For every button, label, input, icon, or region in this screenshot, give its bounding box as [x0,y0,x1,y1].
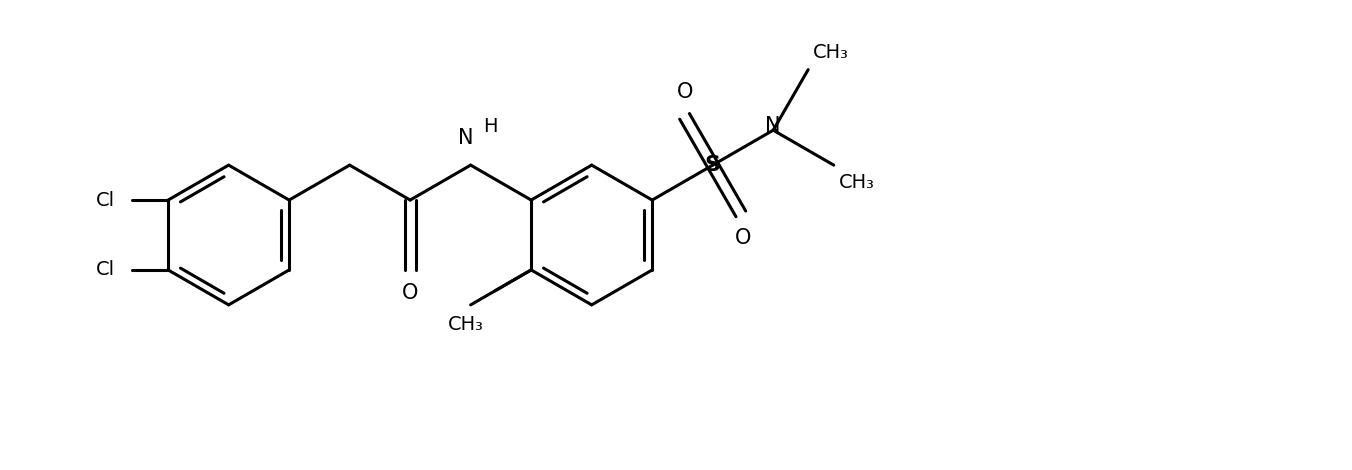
Text: N: N [458,128,473,148]
Text: O: O [676,82,692,102]
Text: O: O [734,228,750,249]
Text: CH₃: CH₃ [838,173,875,192]
Text: H: H [483,117,498,136]
Text: Cl: Cl [96,190,115,210]
Text: S: S [704,155,721,175]
Text: CH₃: CH₃ [448,314,484,334]
Text: CH₃: CH₃ [813,43,849,62]
Text: O: O [402,282,418,303]
Text: N: N [765,116,781,136]
Text: Cl: Cl [96,260,115,280]
